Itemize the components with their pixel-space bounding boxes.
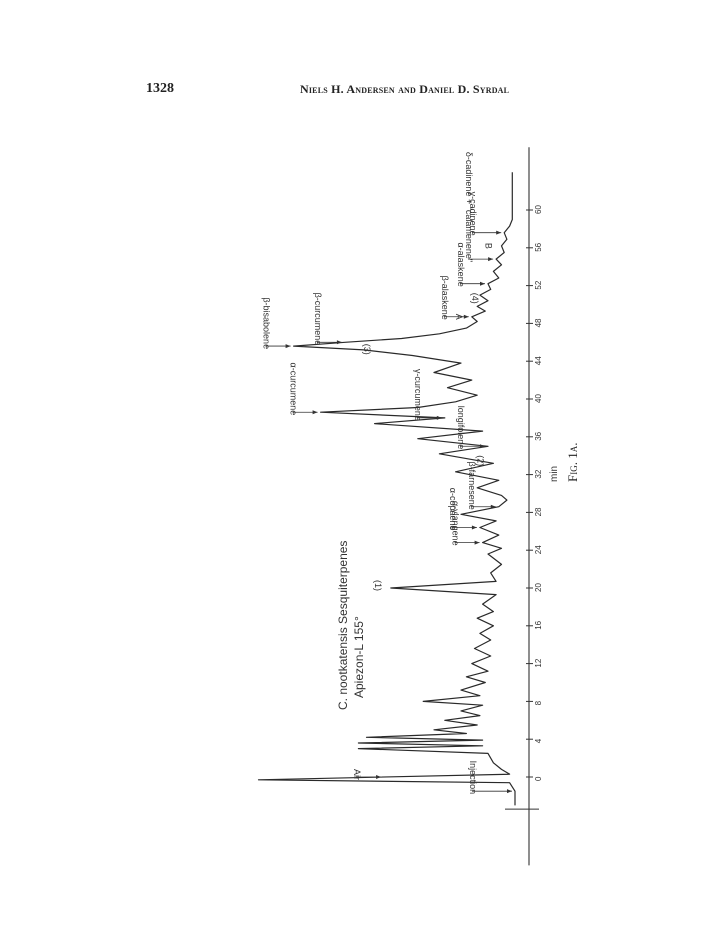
axis-tick-label: 48 xyxy=(534,318,543,327)
axis-tick-label: 40 xyxy=(534,394,543,403)
chromatogram-trace xyxy=(257,172,516,806)
annotation-label: (2) xyxy=(475,455,485,466)
annotation-label: longifolene xyxy=(456,406,466,450)
annotation-label: β-farnesene xyxy=(467,462,477,510)
axis-tick-label: 44 xyxy=(534,356,543,365)
annotation-label: (1) xyxy=(373,580,383,591)
annotation-label: Injection xyxy=(468,761,478,795)
annotation-label: β-curcumene xyxy=(313,293,323,346)
annotation-arrowhead xyxy=(488,257,494,262)
annotation-arrowhead xyxy=(285,344,291,349)
annotation-arrowhead xyxy=(480,281,485,286)
legend-line1: C. nootkatensis Sesquiterpenes xyxy=(336,541,350,710)
axis-tick-label: 28 xyxy=(534,507,543,516)
annotation-label: β-bisabolene xyxy=(262,297,272,349)
axis-tick-label: 0 xyxy=(534,776,543,781)
annotation-label: α-curcumene xyxy=(289,362,299,415)
axis-tick-label: 36 xyxy=(534,431,543,440)
page-number: 1328 xyxy=(146,81,174,96)
annotation-arrowhead xyxy=(312,410,318,415)
annotation-arrowhead xyxy=(463,314,469,319)
axis-unit-label: min xyxy=(549,466,560,482)
annotation-arrowhead xyxy=(436,415,442,420)
annotation-label: δ-cadinene + "calamenene" xyxy=(464,152,474,262)
annotation-label: α-alaskene xyxy=(456,242,466,286)
annotation-arrowhead xyxy=(507,789,512,794)
annotation-label: α-ylangene xyxy=(451,501,461,546)
axis-tick-label: 8 xyxy=(534,700,543,705)
annotation-arrowhead xyxy=(474,540,480,545)
annotation-label: β-alaskene xyxy=(440,276,450,320)
annotation-label: Air xyxy=(352,769,362,780)
axis-tick-label: 60 xyxy=(534,205,543,214)
annotation-arrowhead xyxy=(490,504,496,509)
trace-layer xyxy=(257,172,516,806)
annotation-label: γ-curcumene xyxy=(413,369,423,421)
figure-caption: Fig. 1a. xyxy=(565,443,580,482)
annotation-label: γ-cadinene xyxy=(468,192,478,236)
axis-tick-label: 56 xyxy=(534,242,543,251)
axis-tick-label: 4 xyxy=(534,738,543,743)
axis-tick-label: 12 xyxy=(534,658,543,667)
running-head: Niels H. Andersen and Daniel D. Syrdal xyxy=(300,82,510,96)
annotation-arrowhead xyxy=(480,444,485,449)
legend: C. nootkatensis Sesquiterpenes Apiezon-L… xyxy=(336,541,366,710)
annotation-arrowhead xyxy=(376,775,382,779)
annotation-arrowhead xyxy=(496,230,502,235)
annotation-arrowhead xyxy=(471,525,477,530)
axis-tick-label: 52 xyxy=(534,280,543,289)
annotation-label: (4) xyxy=(470,293,480,304)
legend-line2: Apiezon-L 155° xyxy=(352,616,366,698)
axis-tick-label: 24 xyxy=(534,545,543,554)
annotation-label: (3) xyxy=(362,344,372,355)
annotation-label: A xyxy=(454,314,464,320)
axis-tick-label: 20 xyxy=(534,583,543,592)
annotation-arrowhead xyxy=(336,340,342,345)
annotation-label: B xyxy=(484,243,494,249)
axis-tick-label: 32 xyxy=(534,469,543,478)
annotation-label: α-copaene xyxy=(448,488,458,531)
axis-tick-label: 16 xyxy=(534,620,543,629)
